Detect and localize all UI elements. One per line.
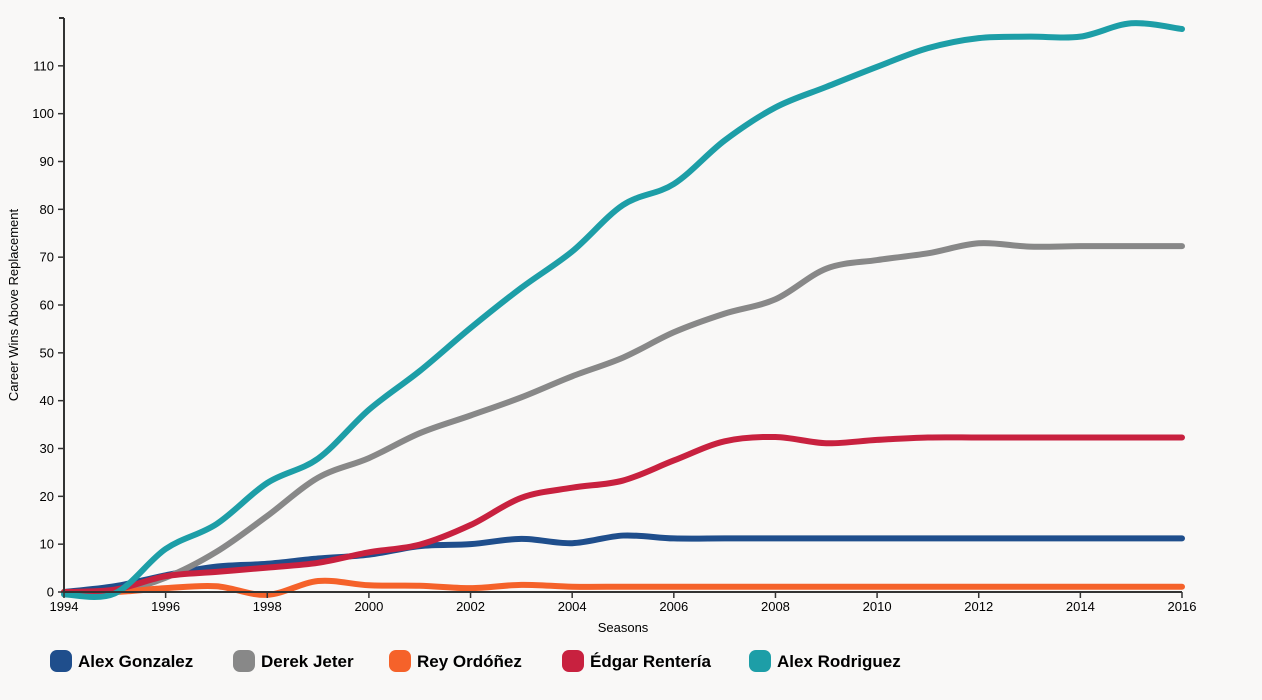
series-line-0 bbox=[61, 532, 1185, 595]
y-tick-label: 0 bbox=[47, 585, 54, 600]
x-tick-label: 1996 bbox=[151, 599, 180, 614]
axes: 0 10 20 30 40 50 60 70 80 90 100 110 1994 1996 1998 200… bbox=[32, 17, 1197, 614]
x-tick-label: 2002 bbox=[456, 599, 485, 614]
x-tick-label: 2012 bbox=[964, 599, 993, 614]
legend-swatch bbox=[50, 650, 72, 672]
legend-item-1: Derek Jeter bbox=[233, 650, 354, 672]
series-line-4 bbox=[61, 20, 1185, 601]
x-tick-label: 2006 bbox=[659, 599, 688, 614]
legend-item-3: Édgar Rentería bbox=[562, 650, 711, 672]
legend-label: Alex Rodriguez bbox=[777, 652, 901, 671]
x-tick-label: 2004 bbox=[558, 599, 587, 614]
series-line-2 bbox=[61, 577, 1185, 598]
x-tick-label: 2010 bbox=[863, 599, 892, 614]
y-tick-label: 80 bbox=[40, 202, 54, 217]
y-tick-label: 20 bbox=[40, 489, 54, 504]
y-tick-label: 10 bbox=[40, 537, 54, 552]
legend-label: Édgar Rentería bbox=[590, 652, 711, 671]
y-tick-label: 100 bbox=[32, 106, 54, 121]
series-lines bbox=[61, 20, 1185, 601]
legend-swatch bbox=[389, 650, 411, 672]
x-tick-label: 2000 bbox=[354, 599, 383, 614]
legend-swatch bbox=[233, 650, 255, 672]
legend: Alex Gonzalez Derek Jeter Rey Ordóñez Édgar… bbox=[50, 650, 901, 672]
x-tick-label: 1994 bbox=[50, 599, 79, 614]
legend-item-0: Alex Gonzalez bbox=[50, 650, 193, 672]
y-tick-label: 70 bbox=[40, 250, 54, 265]
y-tick-label: 60 bbox=[40, 298, 54, 313]
series-line-3 bbox=[61, 433, 1185, 595]
y-tick-label: 40 bbox=[40, 393, 54, 408]
series-line-1 bbox=[61, 240, 1185, 597]
y-tick-label: 90 bbox=[40, 154, 54, 169]
y-tick-label: 110 bbox=[33, 58, 54, 73]
legend-item-4: Alex Rodriguez bbox=[749, 650, 901, 672]
legend-item-2: Rey Ordóñez bbox=[389, 650, 522, 672]
y-tick-label: 30 bbox=[40, 441, 54, 456]
y-axis-title: Career Wins Above Replacement bbox=[6, 209, 21, 402]
legend-label: Alex Gonzalez bbox=[78, 652, 193, 671]
y-tick-label: 50 bbox=[40, 345, 54, 360]
x-tick-label: 1998 bbox=[253, 599, 282, 614]
legend-swatch bbox=[562, 650, 584, 672]
x-tick-label: 2016 bbox=[1168, 599, 1197, 614]
legend-label: Derek Jeter bbox=[261, 652, 354, 671]
legend-swatch bbox=[749, 650, 771, 672]
x-tick-label: 2008 bbox=[761, 599, 790, 614]
x-tick-label: 2014 bbox=[1066, 599, 1095, 614]
x-axis-title: Seasons bbox=[598, 620, 649, 635]
legend-label: Rey Ordóñez bbox=[417, 652, 522, 671]
